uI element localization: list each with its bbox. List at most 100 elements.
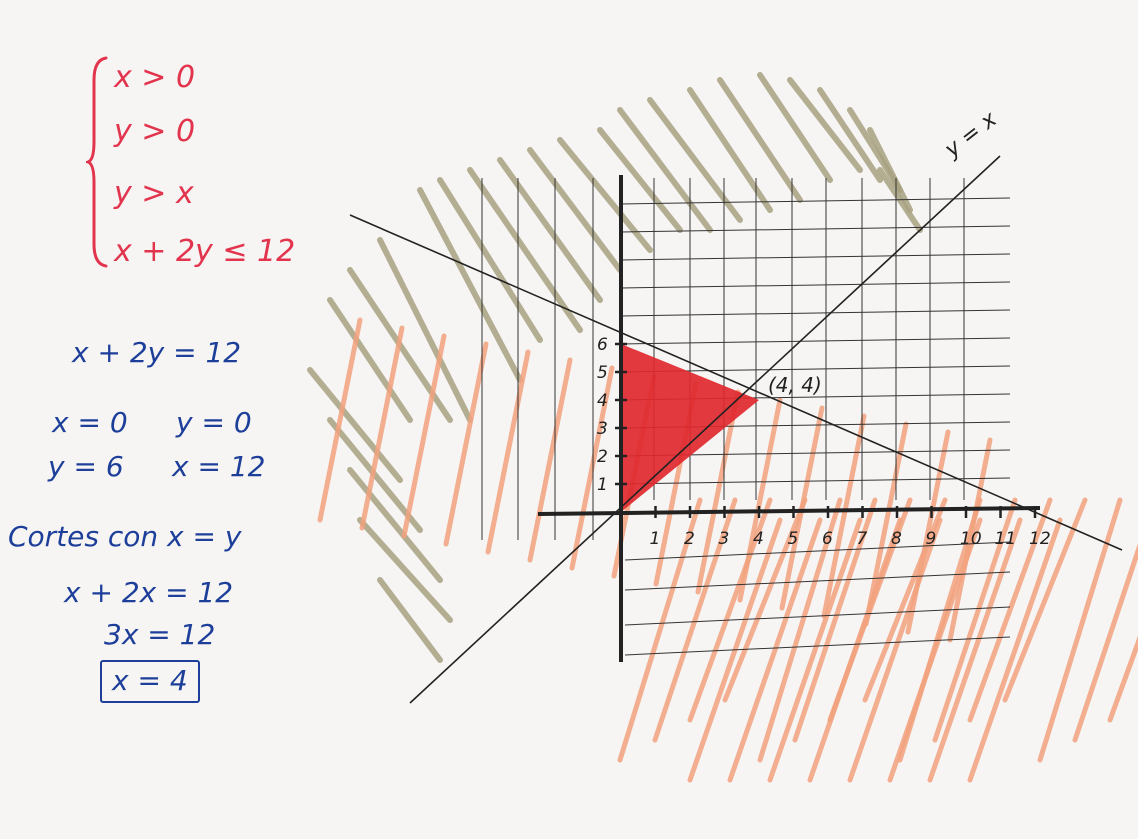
hatch-stroke (467, 167, 583, 333)
hatch-stroke (717, 77, 803, 203)
hatch-stroke (527, 147, 623, 273)
hatch-stroke (401, 333, 447, 539)
line-equation: x + 2y = 12 (72, 336, 242, 369)
hatch-stroke (821, 413, 867, 619)
system-brace (86, 56, 108, 268)
y-tick-label: 5 (597, 363, 608, 383)
hatch-stroke (557, 137, 653, 253)
hatch-stroke (767, 517, 863, 783)
hatch-stroke (862, 497, 948, 703)
hatch-stroke (817, 87, 883, 183)
intercept-a-result: y = 6 (48, 450, 124, 483)
hatch-stroke (687, 87, 773, 213)
grid-line-horizontal (620, 337, 1011, 345)
x-tick-label: 10 (960, 529, 982, 549)
hatch-stroke (527, 357, 573, 563)
hatch-stroke (887, 517, 983, 783)
x-tick-label: 4 (753, 529, 764, 549)
inequality-4: x + 2y ≤ 12 (114, 234, 296, 269)
answer-box: x = 4 (100, 660, 200, 703)
x-tick-label: 6 (822, 529, 833, 549)
hatch-stroke (787, 77, 863, 173)
grid-line-horizontal (624, 606, 1011, 626)
intercept-b-given: y = 0 (176, 406, 252, 439)
grid-line-horizontal (620, 253, 1011, 261)
inequality-2: y > 0 (114, 114, 196, 149)
hatch-stroke (757, 72, 833, 183)
hatch-stroke (327, 297, 413, 423)
grid-line-horizontal (624, 541, 1011, 561)
hatch-stroke (867, 127, 913, 213)
hatch-stroke (357, 517, 453, 623)
x-tick-label: 3 (719, 529, 730, 549)
intersection-label: (4, 4) (768, 373, 822, 397)
hatch-stroke (967, 517, 1063, 783)
hatch-stroke (967, 497, 1053, 723)
feasible-region (621, 344, 759, 512)
hatch-stroke (1107, 635, 1138, 723)
intercept-a-given: x = 0 (52, 406, 128, 439)
x-tick-label: 9 (926, 529, 937, 549)
x-axis (537, 506, 1041, 516)
hatch-stroke (792, 497, 878, 743)
hatch-stroke (443, 341, 489, 547)
x-tick-label: 8 (891, 529, 902, 549)
hatch-stroke (1072, 543, 1138, 743)
x-tick-label: 5 (788, 529, 799, 549)
hatch-stroke (377, 237, 473, 423)
hatch-stroke (569, 365, 615, 571)
grid-line-horizontal (620, 477, 1011, 485)
y-tick-label: 2 (597, 447, 608, 467)
hatch-stroke (647, 97, 743, 223)
line-label-y-equals-x: y = x (940, 106, 1003, 163)
inequality-1: x > 0 (114, 60, 196, 95)
line-x-plus-2y-equals-12 (349, 214, 1123, 551)
hatch-stroke (687, 497, 773, 723)
grid-line-horizontal (624, 636, 1011, 656)
x-tick-label: 2 (684, 529, 695, 549)
hatch-stroke (437, 177, 543, 343)
inequality-3: y > x (114, 176, 194, 211)
hatch-stroke (727, 517, 823, 783)
y-tick-label: 4 (597, 391, 608, 411)
x-tick-label: 11 (995, 529, 1017, 549)
hatch-stroke (347, 467, 443, 583)
cuts-title: Cortes con x = y (8, 520, 242, 553)
hatch-stroke (757, 497, 843, 763)
hatch-stroke (927, 517, 1023, 783)
hatch-stroke (722, 497, 808, 703)
hatch-stroke (597, 127, 683, 233)
hatch-stroke (497, 157, 603, 303)
x-tick-label: 12 (1029, 529, 1051, 549)
hatch-stroke (359, 325, 405, 531)
x-tick-label: 7 (857, 529, 868, 549)
line-y-equals-x (409, 155, 1001, 704)
hatch-stroke (307, 367, 403, 483)
hatch-stroke (807, 517, 903, 783)
hatch-stroke (377, 577, 443, 663)
grid-line-horizontal (620, 225, 1011, 233)
hatching-above-region (307, 72, 923, 663)
x-tick-label: 1 (650, 529, 661, 549)
grid-line-horizontal (620, 197, 1011, 205)
grid-line-horizontal (620, 309, 1011, 317)
hatch-stroke (485, 349, 531, 555)
grid-line-horizontal (620, 281, 1011, 289)
hatch-stroke (617, 497, 703, 763)
hatch-stroke (417, 187, 523, 383)
cut-step-1: x + 2x = 12 (64, 576, 234, 609)
cut-step-2: 3x = 12 (104, 618, 216, 651)
hatch-stroke (617, 107, 713, 233)
hatch-stroke (317, 317, 363, 523)
hatch-stroke (932, 497, 1018, 743)
hatch-stroke (847, 517, 943, 783)
grid-line-horizontal (624, 571, 1011, 591)
y-tick-label: 6 (597, 335, 608, 355)
hatch-stroke (863, 421, 909, 627)
y-tick-label: 3 (597, 419, 608, 439)
y-tick-label: 1 (597, 475, 608, 495)
hatch-stroke (652, 497, 738, 743)
